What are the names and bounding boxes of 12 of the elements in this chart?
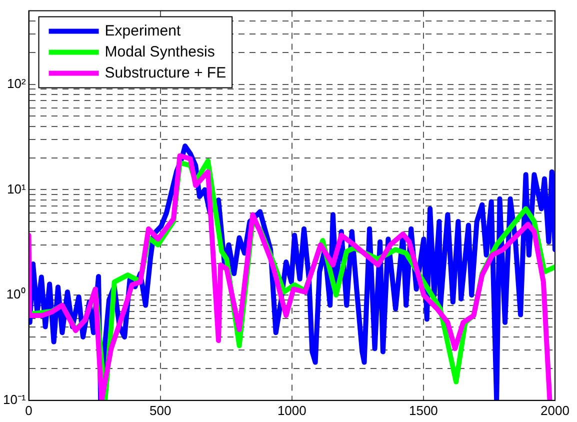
legend-label: Substructure + FE: [104, 64, 226, 82]
y-tick-label: 10¹: [6, 181, 26, 196]
x-tick-label: 1000: [277, 402, 306, 418]
x-tick-label: 1500: [408, 402, 438, 418]
y-tick-label: 10⁰: [6, 286, 26, 302]
legend-label: Experiment: [104, 22, 182, 40]
y-tick-label: 10⁻¹: [2, 392, 26, 407]
x-tick-label: 2000: [540, 402, 570, 418]
x-tick-label: 500: [149, 402, 172, 418]
legend-label: Modal Synthesis: [104, 43, 215, 60]
x-tick-label: 0: [25, 402, 32, 418]
y-tick-label: 10²: [6, 76, 26, 91]
